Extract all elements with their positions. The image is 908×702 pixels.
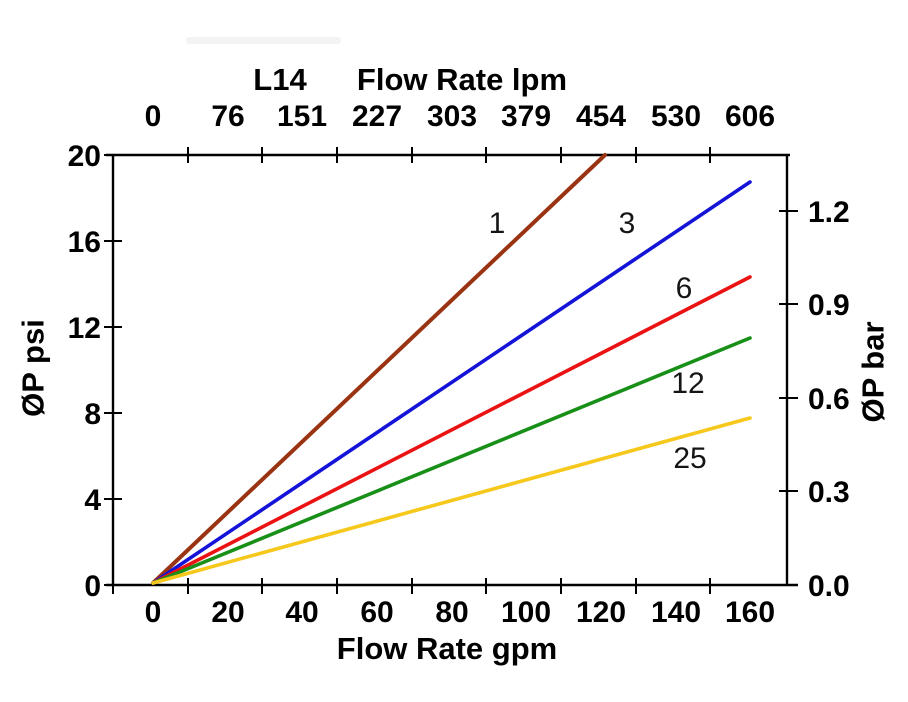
curve-labels: 1 3 6 12 25: [489, 207, 707, 475]
right-tick-label: 0.3: [808, 476, 850, 509]
curve-1: [151, 153, 607, 585]
bottom-tick-label: 160: [725, 596, 775, 629]
chart-title-text: Flow Rate lpm: [357, 62, 567, 97]
curve-label-3: 3: [619, 207, 636, 240]
left-axis-tick-labels: 20 16 12 8 4 0: [68, 140, 102, 603]
left-axis-title: ØP psi: [16, 319, 51, 417]
left-axis-ticks: [104, 154, 122, 586]
right-axis-tick-labels: 1.2 0.9 0.6 0.3 0.0: [808, 196, 850, 603]
right-axis-ticks: [779, 210, 798, 586]
faded-artifact: [186, 37, 341, 44]
right-tick-label: 1.2: [808, 196, 850, 229]
curve-label-1: 1: [489, 207, 506, 240]
bottom-tick-label: 80: [435, 596, 468, 629]
bottom-tick-label: 0: [145, 596, 162, 629]
bottom-tick-label: 40: [285, 596, 318, 629]
bottom-axis-tick-labels: 0 20 40 60 80 100 120 140 160: [145, 596, 775, 629]
bottom-tick-label: 120: [576, 596, 626, 629]
curve-12: [151, 336, 752, 585]
top-tick-label: 0: [145, 100, 162, 133]
top-tick-label: 151: [277, 100, 327, 133]
top-tick-label: 227: [352, 100, 402, 133]
left-tick-label: 12: [68, 312, 101, 345]
right-tick-label: 0.6: [808, 383, 850, 416]
left-tick-label: 8: [84, 398, 101, 431]
top-tick-label: 379: [501, 100, 551, 133]
top-tick-label: 76: [211, 100, 244, 133]
left-tick-label: 16: [68, 226, 101, 259]
bottom-tick-label: 100: [501, 596, 551, 629]
plot-frame: [106, 153, 798, 587]
bottom-tick-label: 60: [360, 596, 393, 629]
top-tick-label: 303: [427, 100, 477, 133]
curve-label-12: 12: [671, 367, 704, 400]
right-axis-title: ØP bar: [856, 321, 891, 422]
top-axis-tick-labels: 0 76 151 227 303 379 454 530 606: [145, 100, 775, 133]
curve-6: [151, 275, 752, 585]
top-tick-label: 606: [725, 100, 775, 133]
right-tick-label: 0.9: [808, 289, 850, 322]
top-tick-label: 530: [651, 100, 701, 133]
chart-title: L14 Flow Rate lpm: [253, 62, 567, 97]
top-axis-ticks: [187, 147, 711, 163]
bottom-tick-label: 140: [651, 596, 701, 629]
curves: [151, 153, 752, 585]
curve-label-25: 25: [673, 442, 706, 475]
left-tick-label: 20: [68, 140, 101, 173]
left-tick-label: 0: [84, 570, 101, 603]
bottom-tick-label: 20: [211, 596, 244, 629]
right-tick-label: 0.0: [808, 570, 850, 603]
left-tick-label: 4: [84, 484, 101, 517]
bottom-axis-title: Flow Rate gpm: [337, 631, 557, 666]
top-tick-label: 454: [576, 100, 626, 133]
curve-label-6: 6: [676, 272, 693, 305]
curve-25: [151, 416, 752, 585]
chart-title-model: L14: [253, 62, 307, 97]
curve-3: [151, 180, 752, 585]
